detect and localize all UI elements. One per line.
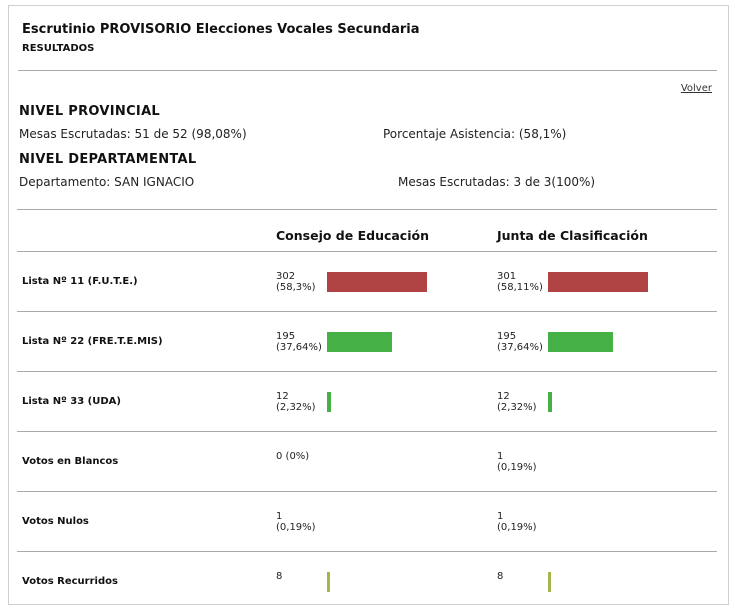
vote-count: 8 <box>276 571 283 582</box>
vote-percentage: (0,19%) <box>497 462 537 473</box>
back-link[interactable]: Volver <box>680 83 712 94</box>
result-value: 8 <box>276 571 282 582</box>
result-value: 195 (37,64%) <box>497 331 543 353</box>
result-bar <box>548 332 613 352</box>
table-row: Votos en Blancos 0 (0%) 1 (0,19%) <box>17 431 717 492</box>
departamental-mesas: Mesas Escrutadas: 3 de 3(100%) <box>398 175 596 189</box>
provincial-mesas: Mesas Escrutadas: 51 de 52 (98,08%) <box>19 127 247 141</box>
page-title: Escrutinio PROVISORIO Elecciones Vocales… <box>22 22 420 37</box>
vote-count: 195 <box>497 331 517 342</box>
result-value: 302 (58,3%) <box>276 271 316 293</box>
vote-percentage: (37,64%) <box>276 342 322 353</box>
result-value: 195 (37,64%) <box>276 331 322 353</box>
result-bar <box>548 392 552 412</box>
result-value: 1 (0,19%) <box>497 511 537 533</box>
row-label: Votos en Blancos <box>22 456 119 467</box>
table-row: Lista Nº 22 (FRE.T.E.MIS) 195 (37,64%) 195(… <box>17 311 717 372</box>
result-value: 8 <box>497 571 503 582</box>
row-label: Votos Recurridos <box>22 576 118 587</box>
result-bar <box>327 392 331 412</box>
row-label: Lista Nº 33 (UDA) <box>22 396 121 407</box>
vote-count: 302 <box>276 271 296 282</box>
vote-percentage: (37,64%) <box>497 342 543 353</box>
result-value: 301 (58,11%) <box>497 271 543 293</box>
result-value: 1 (0,19%) <box>276 511 316 533</box>
provincial-asistencia: Porcentaje Asistencia: (58,1%) <box>383 127 567 141</box>
result-value: 12 (2,32%) <box>497 391 537 413</box>
vote-percentage: (58,11%) <box>497 282 543 293</box>
results-panel <box>8 5 729 605</box>
section-divider <box>17 209 717 210</box>
result-value: 0 (0%) <box>276 451 309 462</box>
column-header-junta: Junta de Clasificación <box>497 228 648 243</box>
result-bar <box>548 272 648 292</box>
result-bar <box>548 572 551 592</box>
result-value: 12 (2,32%) <box>276 391 316 413</box>
vote-count: 8 <box>497 571 504 582</box>
result-bar <box>327 272 427 292</box>
vote-percentage: (0,19%) <box>276 522 316 533</box>
vote-count: 1 <box>276 511 283 522</box>
vote-percentage: (2,32%) <box>276 402 316 413</box>
vote-count: 12 <box>497 391 510 402</box>
vote-count: 1 <box>497 451 504 462</box>
vote-count: 1 <box>497 511 504 522</box>
table-row: Votos Nulos 1 (0,19%) 1 (0,19%) <box>17 491 717 552</box>
vote-count: 12 <box>276 391 289 402</box>
table-row: Lista Nº 11 (F.U.T.E.) 302 (58,3%) 301 (58,1… <box>17 251 717 312</box>
table-row: Votos Recurridos 8 8 <box>17 551 717 612</box>
vote-percentage: (2,32%) <box>497 402 537 413</box>
header-divider <box>18 70 717 71</box>
vote-count: 0 (0%) <box>276 451 310 462</box>
table-row: Lista Nº 33 (UDA) 12 (2,32%) 12 (2,32%) <box>17 371 717 432</box>
result-bar <box>327 572 330 592</box>
row-label: Votos Nulos <box>22 516 89 527</box>
row-label: Lista Nº 22 (FRE.T.E.MIS) <box>22 336 163 347</box>
provincial-title: NIVEL PROVINCIAL <box>19 104 161 119</box>
departamental-title: NIVEL DEPARTAMENTAL <box>19 152 197 167</box>
departamental-departamento: Departamento: SAN IGNACIO <box>19 175 195 189</box>
vote-percentage: (0,19%) <box>497 522 537 533</box>
result-bar <box>327 332 392 352</box>
result-value: 1 (0,19%) <box>497 451 537 473</box>
vote-count: 195 <box>276 331 296 342</box>
column-header-consejo: Consejo de Educación <box>276 228 429 243</box>
vote-count: 301 <box>497 271 517 282</box>
row-label: Lista Nº 11 (F.U.T.E.) <box>22 276 138 287</box>
vote-percentage: (58,3%) <box>276 282 316 293</box>
page-subtitle: RESULTADOS <box>22 43 95 54</box>
